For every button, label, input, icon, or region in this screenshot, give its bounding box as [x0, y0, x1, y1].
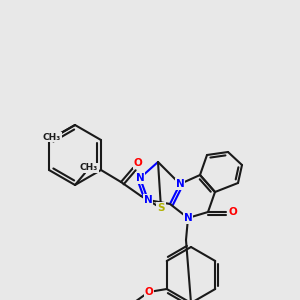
- Text: O: O: [134, 158, 142, 168]
- Text: N: N: [144, 195, 152, 205]
- Text: N: N: [184, 213, 192, 223]
- Text: O: O: [229, 207, 237, 217]
- Text: S: S: [157, 203, 165, 213]
- Text: N: N: [176, 179, 184, 189]
- Text: N: N: [136, 173, 144, 183]
- Text: O: O: [144, 287, 153, 297]
- Text: CH₃: CH₃: [43, 133, 61, 142]
- Text: CH₃: CH₃: [80, 164, 98, 172]
